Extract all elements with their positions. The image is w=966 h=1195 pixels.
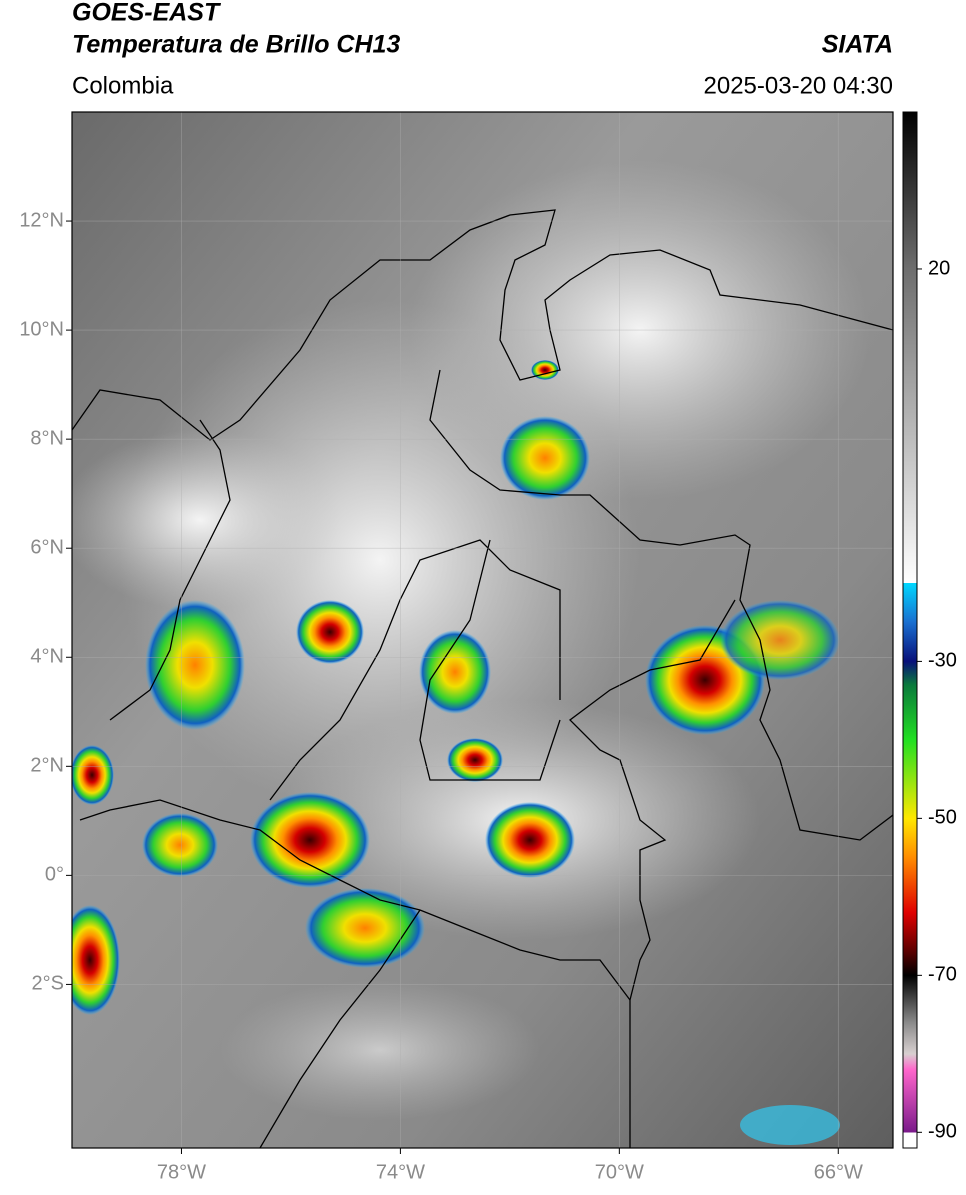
map-frame <box>71 111 894 1149</box>
y-tick-label: 8°N <box>30 427 64 449</box>
x-tick-label: 74°W <box>376 1161 425 1183</box>
region: Colombia <box>72 72 174 99</box>
y-tick-label: 2°N <box>30 755 64 777</box>
y-tick-label: 2°S <box>32 973 64 995</box>
colorbar-tick-label: -30 <box>928 650 957 672</box>
y-tick-label: 6°N <box>30 536 64 558</box>
y-tick-label: 12°N <box>19 209 64 231</box>
y-tick-label: 10°N <box>19 318 64 340</box>
title: Temperatura de Brillo CH13 <box>72 31 400 59</box>
colorbar-tick-label: -50 <box>928 807 957 829</box>
source: SIATA <box>822 31 893 59</box>
y-tick-label: 4°N <box>30 646 64 668</box>
datetime: 2025-03-20 04:30 <box>704 72 894 99</box>
y-tick-label: 0° <box>45 864 64 886</box>
colorbar-tick-label: 20 <box>928 257 950 279</box>
colorbar <box>902 111 918 1149</box>
colorbar-tick-label: -90 <box>928 1121 957 1143</box>
title: GOES-EAST <box>72 0 222 27</box>
x-tick-label: 78°W <box>157 1161 206 1183</box>
x-tick-label: 70°W <box>595 1161 644 1183</box>
grid <box>72 112 893 1148</box>
x-tick-label: 66°W <box>814 1161 863 1183</box>
satellite-image <box>72 112 893 1148</box>
colorbar-tick-label: -70 <box>928 964 957 986</box>
